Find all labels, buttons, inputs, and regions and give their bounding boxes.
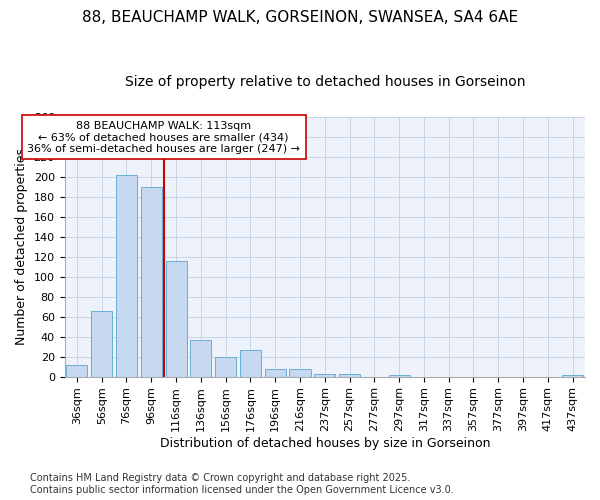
Bar	[190, 340, 211, 376]
Bar	[116, 174, 137, 376]
Bar	[314, 374, 335, 376]
Text: 88 BEAUCHAMP WALK: 113sqm
← 63% of detached houses are smaller (434)
36% of semi: 88 BEAUCHAMP WALK: 113sqm ← 63% of detac…	[27, 120, 300, 154]
Bar	[166, 260, 187, 376]
Text: Contains HM Land Registry data © Crown copyright and database right 2025.
Contai: Contains HM Land Registry data © Crown c…	[30, 474, 454, 495]
Text: 88, BEAUCHAMP WALK, GORSEINON, SWANSEA, SA4 6AE: 88, BEAUCHAMP WALK, GORSEINON, SWANSEA, …	[82, 10, 518, 25]
Bar	[562, 374, 583, 376]
Bar	[240, 350, 261, 376]
Bar	[289, 368, 311, 376]
Y-axis label: Number of detached properties: Number of detached properties	[15, 148, 28, 345]
Bar	[265, 368, 286, 376]
Bar	[141, 186, 162, 376]
Bar	[389, 374, 410, 376]
Bar	[67, 364, 88, 376]
Bar	[91, 310, 112, 376]
Bar	[215, 356, 236, 376]
Title: Size of property relative to detached houses in Gorseinon: Size of property relative to detached ho…	[125, 75, 525, 89]
X-axis label: Distribution of detached houses by size in Gorseinon: Distribution of detached houses by size …	[160, 437, 490, 450]
Bar	[339, 374, 360, 376]
